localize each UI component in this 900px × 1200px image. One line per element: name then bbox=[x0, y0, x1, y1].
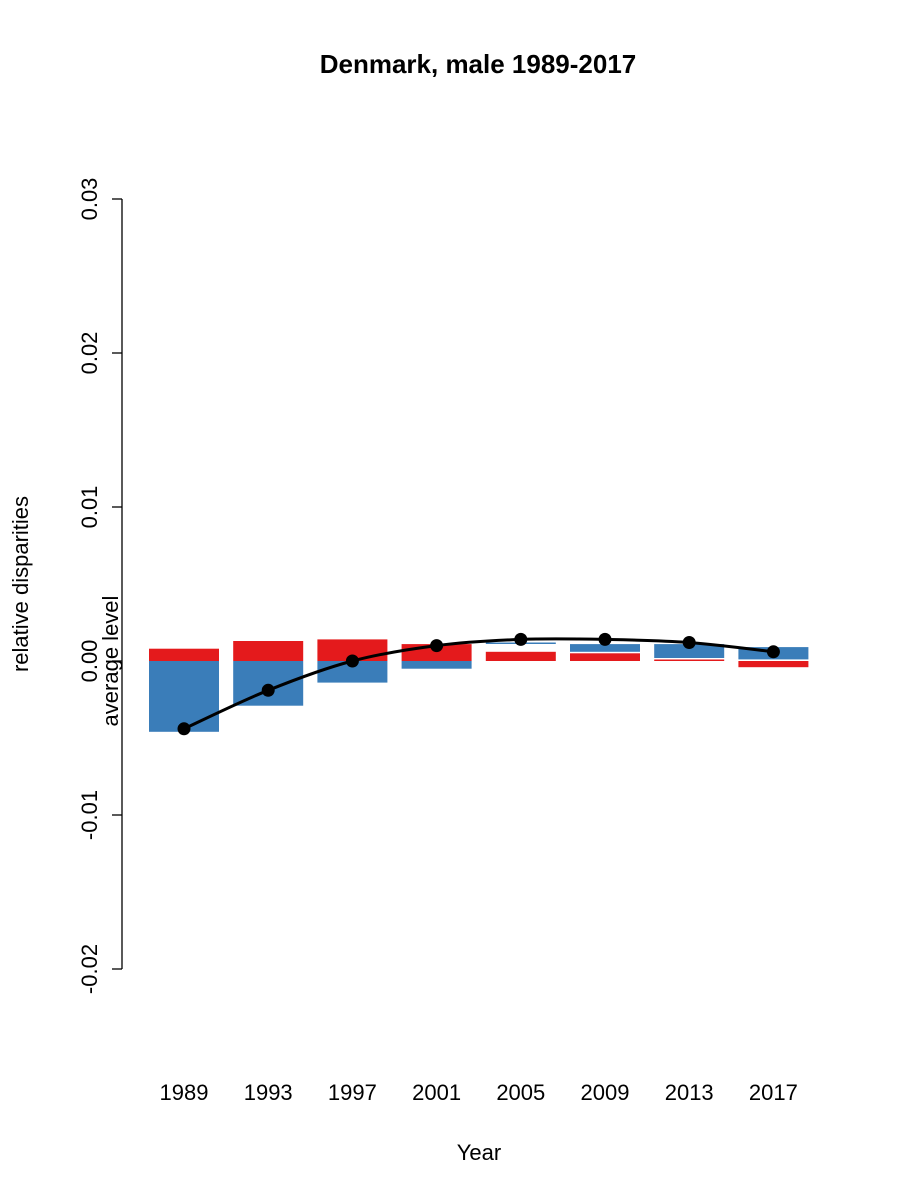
chart-title: Denmark, male 1989-2017 bbox=[320, 49, 637, 79]
bars-group bbox=[149, 639, 809, 732]
average-level-point-2009 bbox=[598, 632, 612, 646]
bar-series2-2013 bbox=[654, 659, 725, 661]
y-tick-label: 0.00 bbox=[77, 640, 102, 683]
bar-series1-2001 bbox=[401, 661, 472, 669]
y-tick-label: -0.02 bbox=[77, 944, 102, 994]
average-level-point-2001 bbox=[430, 639, 444, 653]
x-tick-label-1989: 1989 bbox=[160, 1080, 209, 1105]
bar-series2-2017 bbox=[738, 661, 809, 668]
average-level-point-2017 bbox=[766, 645, 780, 659]
x-tick-label-2013: 2013 bbox=[665, 1080, 714, 1105]
y-tick-label: 0.01 bbox=[77, 486, 102, 529]
x-tick-label-2009: 2009 bbox=[581, 1080, 630, 1105]
x-axis: 1989 1993 1997 2001 2005 2009 2013 2017 bbox=[160, 1080, 798, 1105]
x-tick-label-2005: 2005 bbox=[496, 1080, 545, 1105]
bar-series2-2009 bbox=[570, 653, 640, 661]
x-axis-label: Year bbox=[457, 1140, 501, 1165]
average-level-line bbox=[183, 637, 774, 731]
bar-series2-1989 bbox=[149, 648, 219, 661]
bar-series1-1989 bbox=[149, 661, 219, 732]
average-level-point-2005 bbox=[514, 632, 528, 646]
y-tick-label: 0.03 bbox=[77, 178, 102, 221]
y-tick-label: 0.02 bbox=[77, 332, 102, 375]
x-tick-label-2017: 2017 bbox=[749, 1080, 798, 1105]
y-axis-label: relative disparities bbox=[8, 496, 33, 672]
bar-series2-1993 bbox=[233, 641, 304, 661]
bar-series1-2009 bbox=[570, 644, 640, 652]
bar-series2-2005 bbox=[485, 651, 556, 661]
x-tick-label-2001: 2001 bbox=[412, 1080, 461, 1105]
average-level-point-2013 bbox=[682, 636, 696, 649]
y-axis: -0.02 -0.01 0.00 0.01 0.02 0.03 bbox=[77, 178, 123, 994]
average-level-point-1997 bbox=[345, 654, 359, 668]
average-level-point-1989 bbox=[177, 722, 191, 736]
line-layer bbox=[177, 632, 780, 736]
x-tick-label-1997: 1997 bbox=[328, 1080, 377, 1105]
inner-axis-label: average level bbox=[98, 596, 123, 727]
x-tick-label-1993: 1993 bbox=[244, 1080, 293, 1105]
y-tick-label: -0.01 bbox=[77, 790, 102, 840]
average-level-point-1993 bbox=[261, 683, 275, 697]
bar-series1-2013 bbox=[654, 644, 725, 658]
bar-series1-1993 bbox=[233, 661, 304, 706]
